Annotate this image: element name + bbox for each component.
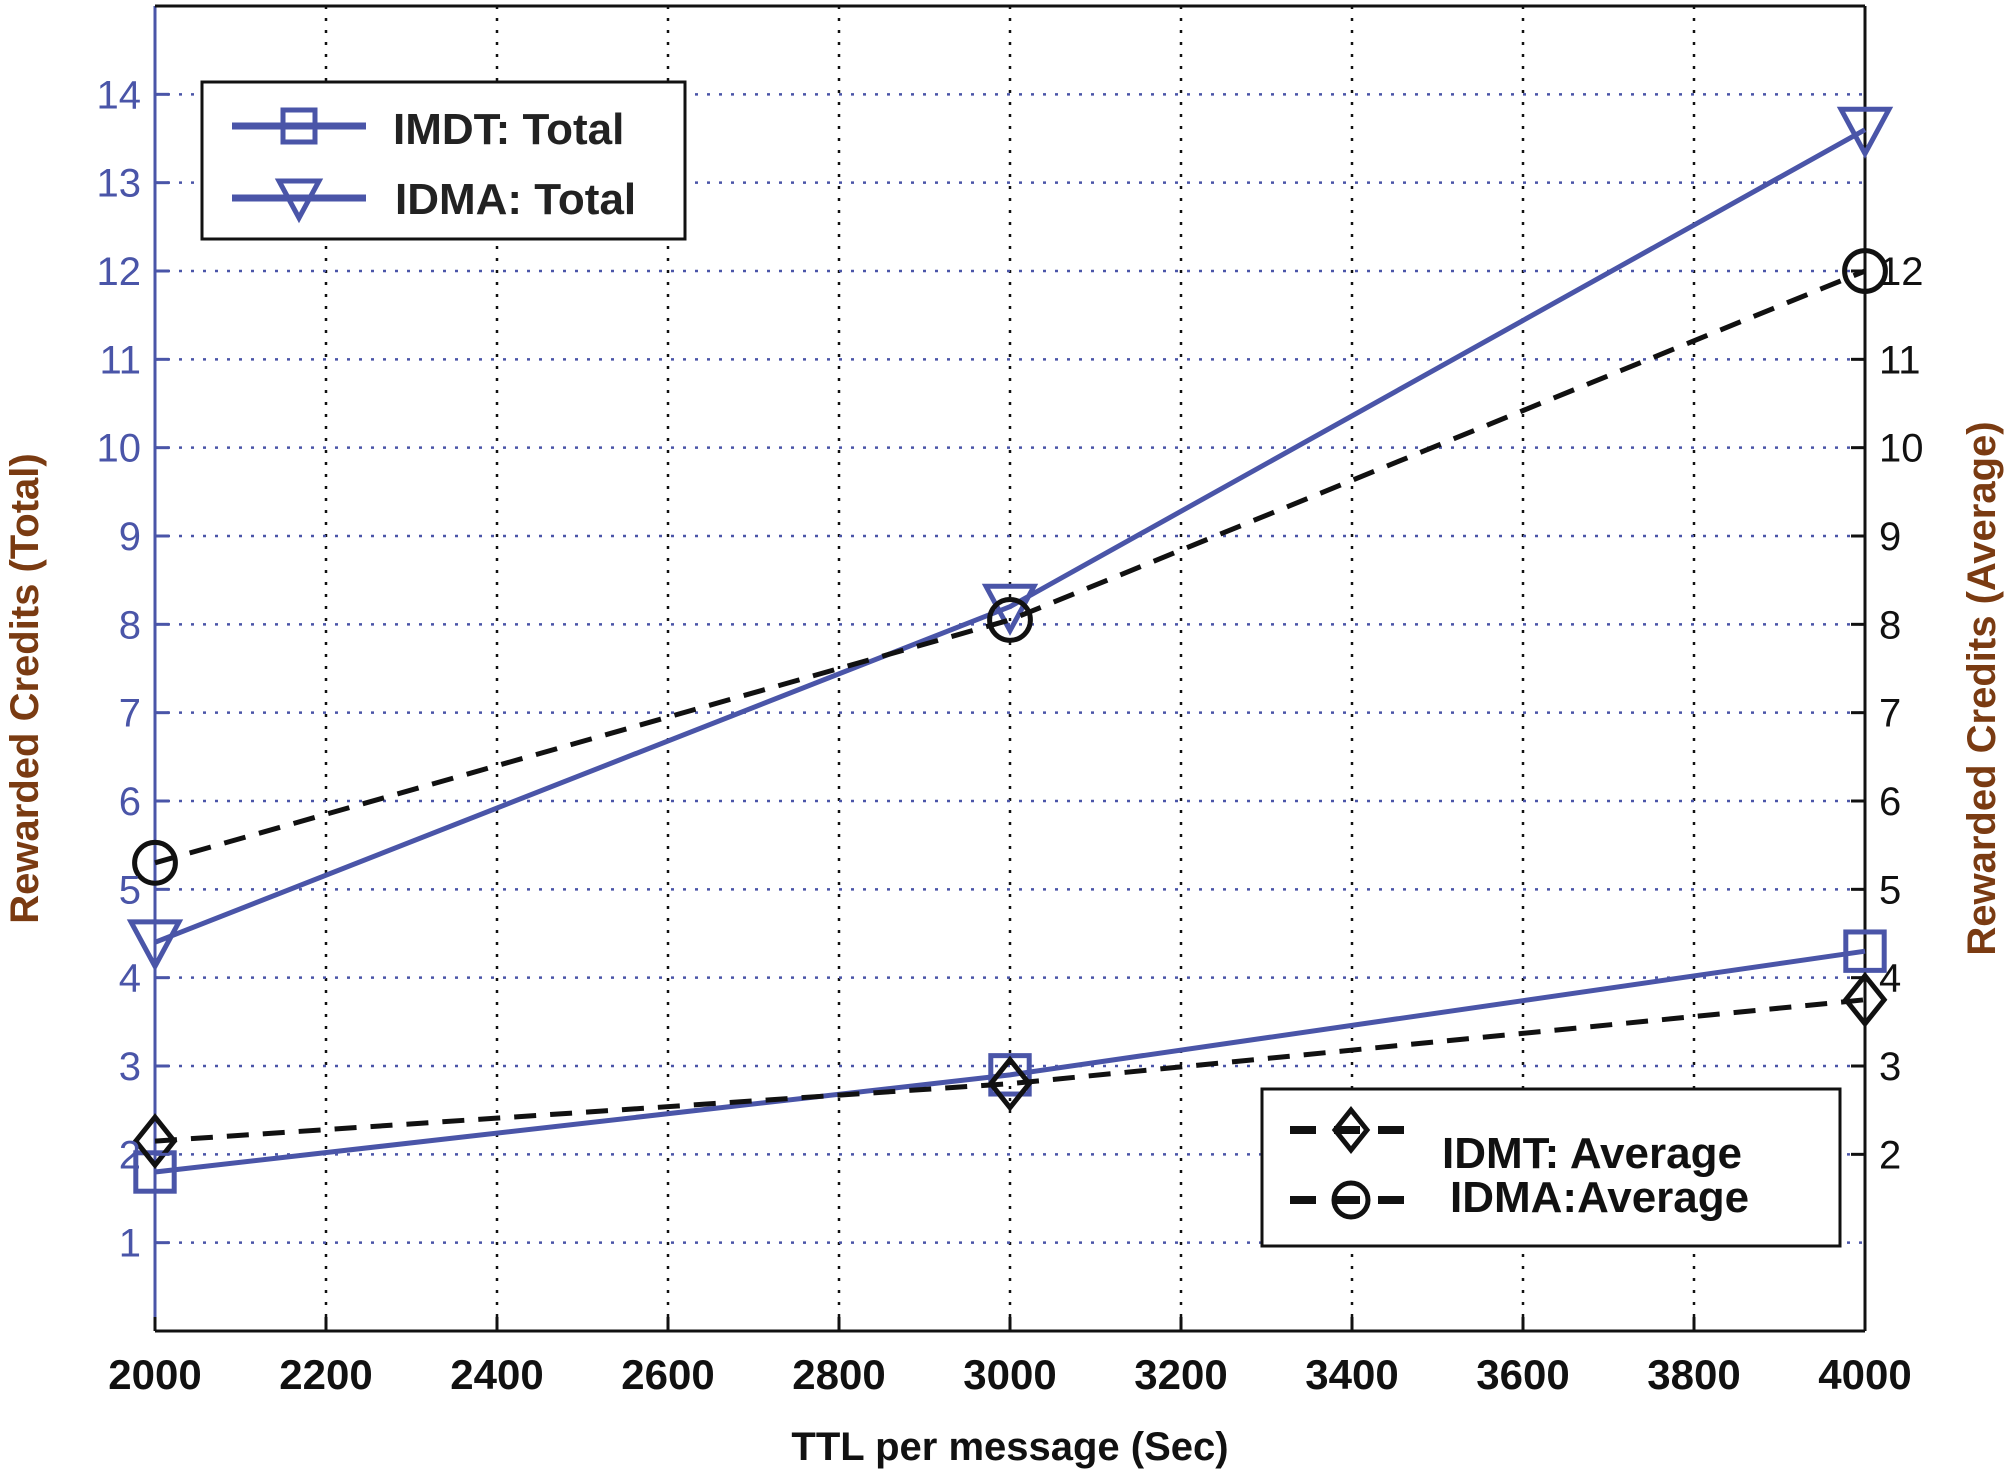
y-right-tick-label: 4 bbox=[1879, 957, 1901, 1001]
y-left-tick-label: 13 bbox=[97, 162, 142, 206]
y-left-tick-label: 14 bbox=[97, 73, 142, 117]
y-left-tick-label: 11 bbox=[99, 338, 141, 382]
legend-marker bbox=[280, 107, 318, 145]
y-left-tick-label: 6 bbox=[119, 780, 141, 824]
series-3 bbox=[132, 248, 1888, 886]
data-point bbox=[1842, 248, 1888, 294]
y-left-tick-label: 10 bbox=[97, 427, 142, 471]
legend-label: IDMA:Average bbox=[1450, 1173, 1749, 1222]
y-axis-title-right: Rewarded Credits (Average) bbox=[1960, 421, 2004, 955]
x-tick-label: 3200 bbox=[1134, 1351, 1227, 1398]
axes-layer bbox=[153, 4, 1867, 1333]
series-2 bbox=[132, 971, 1888, 1170]
data-point bbox=[988, 1053, 1032, 1097]
y-right-tick-label: 11 bbox=[1879, 338, 1921, 382]
y-right-tick-label: 2 bbox=[1879, 1133, 1901, 1177]
y-left-tick-label: 1 bbox=[119, 1222, 141, 1266]
x-tick-label: 2600 bbox=[621, 1351, 714, 1398]
x-tick-label: 3800 bbox=[1647, 1351, 1740, 1398]
data-point bbox=[987, 1055, 1033, 1112]
y-left-tick-label: 5 bbox=[119, 868, 141, 912]
x-tick-label: 3600 bbox=[1476, 1351, 1569, 1398]
x-axis-title: TTL per message (Sec) bbox=[791, 1425, 1228, 1469]
y-right-tick-label: 10 bbox=[1879, 427, 1924, 471]
x-tick-label: 4000 bbox=[1818, 1351, 1911, 1398]
x-tick-label: 2000 bbox=[108, 1351, 201, 1398]
series-1 bbox=[126, 106, 1894, 972]
y-left-tick-label: 2 bbox=[119, 1133, 141, 1177]
y-right-tick-label: 8 bbox=[1879, 603, 1901, 647]
x-tick-label: 2400 bbox=[450, 1351, 543, 1398]
data-point bbox=[987, 597, 1033, 643]
y-right-tick-label: 7 bbox=[1879, 692, 1901, 736]
y-left-tick-label: 4 bbox=[119, 957, 141, 1001]
data-point bbox=[1843, 929, 1887, 973]
legend-label: IDMT: Average bbox=[1442, 1129, 1742, 1178]
x-tick-label: 3000 bbox=[963, 1351, 1056, 1398]
data-point bbox=[1836, 106, 1894, 159]
x-tick-label: 2800 bbox=[792, 1351, 885, 1398]
legend-label: IMDT: Total bbox=[393, 105, 624, 154]
y-left-tick-label: 7 bbox=[119, 692, 141, 736]
data-point bbox=[132, 839, 178, 886]
legend-marker bbox=[1331, 1105, 1371, 1155]
y-right-tick-label: 12 bbox=[1879, 250, 1924, 294]
series-0 bbox=[133, 929, 1887, 1194]
series-line bbox=[154, 948, 1866, 1175]
y-right-tick-label: 5 bbox=[1879, 868, 1901, 912]
data-point bbox=[133, 1150, 177, 1194]
data-point bbox=[126, 919, 184, 972]
legend-marker bbox=[274, 178, 324, 224]
series-layer bbox=[126, 106, 1894, 1194]
legend-top-left: IMDT: Total IDMA: Total bbox=[200, 80, 687, 241]
y-left-tick-label: 12 bbox=[97, 250, 142, 294]
y-left-tick-label: 8 bbox=[119, 603, 141, 647]
y-right-tick-label: 9 bbox=[1879, 515, 1901, 559]
series-line bbox=[154, 127, 1867, 945]
data-point bbox=[1842, 971, 1888, 1028]
x-tick-label: 3400 bbox=[1305, 1351, 1398, 1398]
y-axis-title-left: Rewarded Credits (Total) bbox=[3, 453, 47, 923]
series-line bbox=[154, 268, 1866, 866]
x-tick-label: 2200 bbox=[279, 1351, 372, 1398]
ticks-layer: 2000 2200 2400 2600 2800 3000 3200 3400 3600 3800… bbox=[97, 73, 1924, 1398]
legend-label: IDMA: Total bbox=[395, 175, 636, 224]
y-right-tick-label: 6 bbox=[1879, 780, 1901, 824]
y-right-tick-label: 3 bbox=[1879, 1045, 1901, 1089]
legend-marker bbox=[1331, 1180, 1371, 1220]
data-point bbox=[981, 583, 1039, 636]
y-left-tick-label: 9 bbox=[119, 515, 141, 559]
y-left-tick-label: 3 bbox=[119, 1045, 141, 1089]
data-point bbox=[132, 1113, 178, 1170]
